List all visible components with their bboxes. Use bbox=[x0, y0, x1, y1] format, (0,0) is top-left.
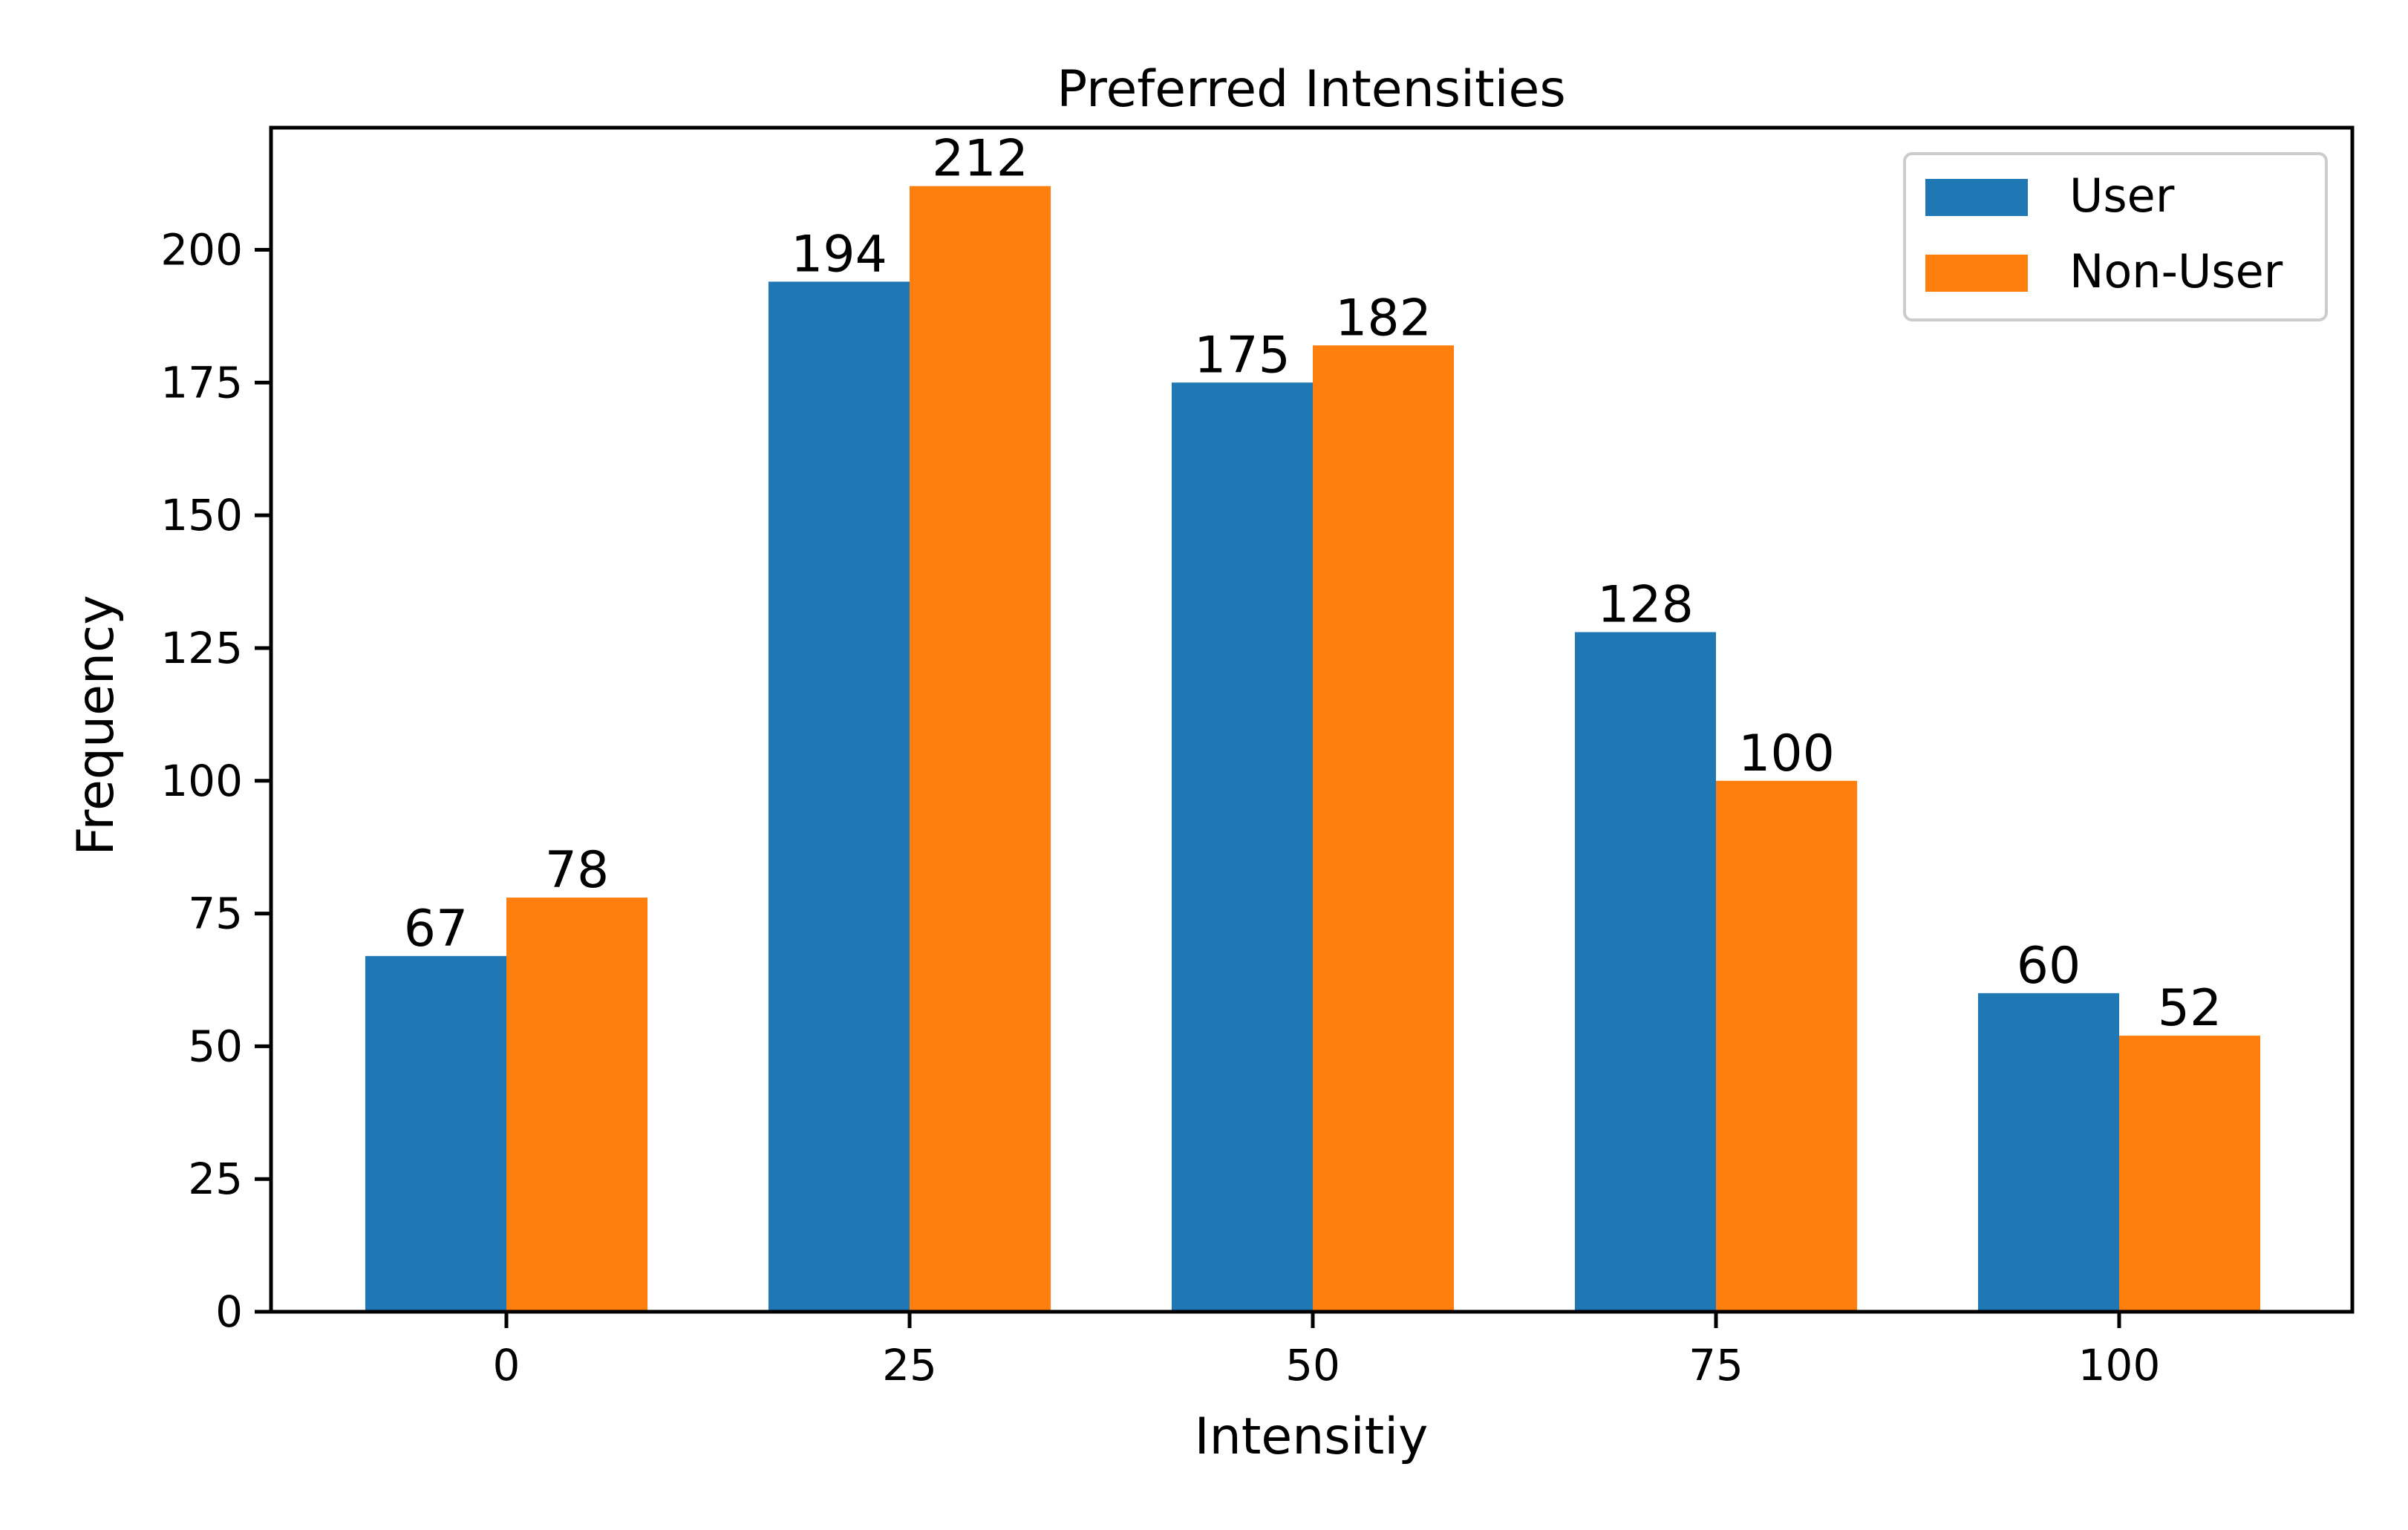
data-label: 52 bbox=[2158, 979, 2222, 1038]
y-tick-label: 175 bbox=[160, 357, 243, 408]
x-tick-label: 50 bbox=[1285, 1340, 1340, 1390]
x-tick-label: 0 bbox=[493, 1340, 521, 1390]
axes-layer: 0 25 50 75 100 125 150 175 200 0 25 50 75 100 bbox=[160, 125, 2355, 1390]
y-tick-label: 25 bbox=[188, 1154, 243, 1204]
legend: User Non-User bbox=[1903, 152, 2328, 321]
bar-user-75 bbox=[1574, 632, 1716, 1312]
y-axis-label: Frequency bbox=[67, 595, 125, 855]
bars-layer bbox=[365, 186, 2261, 1312]
data-label: 194 bbox=[791, 225, 887, 284]
y-tick-label: 50 bbox=[188, 1021, 243, 1071]
y-tick-label: 200 bbox=[160, 225, 243, 275]
bar-non-user-50 bbox=[1313, 345, 1455, 1312]
data-label: 212 bbox=[932, 130, 1028, 189]
data-label: 100 bbox=[1738, 725, 1835, 783]
bar-user-50 bbox=[1171, 382, 1313, 1312]
bar-non-user-100 bbox=[2119, 1036, 2261, 1312]
data-labels-layer: 67 194 175 128 60 78 212 182 100 52 bbox=[404, 130, 2222, 1038]
bar-user-0 bbox=[365, 955, 506, 1312]
data-label: 67 bbox=[404, 900, 469, 958]
y-tick-label: 75 bbox=[188, 889, 243, 939]
bar-non-user-25 bbox=[910, 186, 1051, 1312]
x-tick-label: 75 bbox=[1688, 1340, 1743, 1390]
bar-user-25 bbox=[768, 281, 910, 1312]
y-tick-label: 150 bbox=[160, 490, 243, 540]
legend-swatch bbox=[1925, 255, 2028, 292]
chart-title: Preferred Intensities bbox=[1057, 60, 1566, 119]
legend-swatch bbox=[1925, 179, 2028, 216]
y-tick-label: 0 bbox=[215, 1287, 243, 1337]
data-label: 175 bbox=[1194, 326, 1291, 385]
x-axis-label: Intensitiy bbox=[1195, 1408, 1429, 1466]
data-label: 60 bbox=[2017, 937, 2081, 996]
legend-label: User bbox=[2069, 169, 2175, 223]
bar-non-user-75 bbox=[1716, 780, 1858, 1312]
y-tick-label: 100 bbox=[160, 756, 243, 806]
plot-frame bbox=[269, 125, 2355, 1314]
data-label: 182 bbox=[1335, 289, 1432, 347]
data-label: 128 bbox=[1597, 575, 1694, 634]
legend-label: Non-User bbox=[2069, 244, 2283, 298]
x-tick-label: 25 bbox=[882, 1340, 937, 1390]
bar-non-user-0 bbox=[506, 898, 648, 1312]
data-label: 78 bbox=[545, 841, 610, 900]
bar-user-100 bbox=[1977, 993, 2119, 1312]
x-tick-label: 100 bbox=[2078, 1340, 2161, 1390]
y-tick-label: 125 bbox=[160, 623, 243, 673]
